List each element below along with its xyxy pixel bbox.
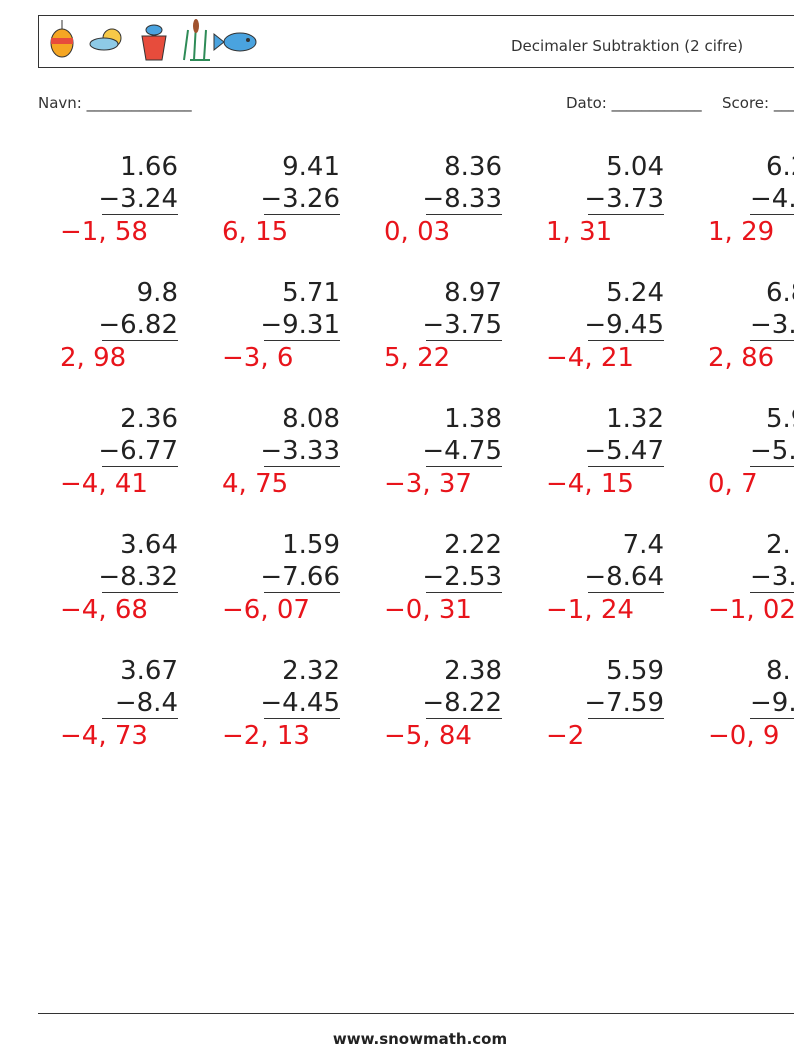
minuend: 8.97 — [444, 278, 502, 308]
subtrahend: −7.66 — [260, 562, 340, 592]
subtrahend: −8.64 — [584, 562, 664, 592]
minuend: 1.32 — [606, 404, 664, 434]
subtrahend: −8.22 — [422, 688, 502, 718]
answer: −5, 84 — [384, 721, 472, 751]
answer: 2, 98 — [60, 343, 126, 373]
minuend: 9.41 — [282, 152, 340, 182]
subtrahend: −5.47 — [584, 436, 664, 466]
minuend: 3.64 — [120, 530, 178, 560]
minuend: 1.38 — [444, 404, 502, 434]
score-field: Score: ___ — [722, 94, 794, 113]
minuend: 8.36 — [444, 152, 502, 182]
answer: −0, 9 — [708, 721, 779, 751]
answer: −2 — [546, 721, 584, 751]
answer: 4, 75 — [222, 469, 288, 499]
subtrahend: −5.2 — [750, 436, 794, 466]
answer: −4, 41 — [60, 469, 148, 499]
subtrahend: −8.4 — [115, 688, 178, 718]
subtrahend: −7.59 — [584, 688, 664, 718]
subtrahend: −3.75 — [422, 310, 502, 340]
answer: −6, 07 — [222, 595, 310, 625]
subtrahend: −3.24 — [98, 184, 178, 214]
minuend: 6.8 — [766, 278, 794, 308]
subtrahend: −3. — [750, 562, 794, 592]
minuend: 3.67 — [120, 656, 178, 686]
date-field: Dato: ____________ — [566, 94, 702, 113]
footer-url: www.snowmath.com — [333, 1030, 507, 1048]
answer: −4, 15 — [546, 469, 634, 499]
minuend: 5.71 — [282, 278, 340, 308]
answer: −1, 24 — [546, 595, 634, 625]
subtrahend: −2.53 — [422, 562, 502, 592]
answer: −4, 21 — [546, 343, 634, 373]
answer: 5, 22 — [384, 343, 450, 373]
minuend: 1.59 — [282, 530, 340, 560]
minuend: 7.4 — [623, 530, 664, 560]
minuend: 8. — [766, 656, 791, 686]
minuend: 2.38 — [444, 656, 502, 686]
minuend: 5.04 — [606, 152, 664, 182]
minuend: 9.8 — [137, 278, 178, 308]
header-box — [38, 15, 794, 68]
subtrahend: −6.82 — [98, 310, 178, 340]
answer: 6, 15 — [222, 217, 288, 247]
answer: −3, 37 — [384, 469, 472, 499]
answer: −4, 68 — [60, 595, 148, 625]
answer: 1, 31 — [546, 217, 612, 247]
answer: −1, 58 — [60, 217, 148, 247]
minuend: 5.24 — [606, 278, 664, 308]
answer: −1, 02 — [708, 595, 794, 625]
subtrahend: −3.73 — [584, 184, 664, 214]
subtrahend: −9. — [750, 688, 794, 718]
subtrahend: −4.45 — [260, 688, 340, 718]
minuend: 5.9 — [766, 404, 794, 434]
minuend: 8.08 — [282, 404, 340, 434]
minuend: 1.66 — [120, 152, 178, 182]
header-icons — [50, 19, 257, 61]
answer: −4, 73 — [60, 721, 148, 751]
subtrahend: −8.32 — [98, 562, 178, 592]
subtrahend: −9.31 — [260, 310, 340, 340]
minuend: 2.22 — [444, 530, 502, 560]
subtrahend: −6.77 — [98, 436, 178, 466]
minuend: 6.2 — [766, 152, 794, 182]
answer: −0, 31 — [384, 595, 472, 625]
subtrahend: −4.9 — [750, 184, 794, 214]
minuend: 5.59 — [606, 656, 664, 686]
subtrahend: −3.26 — [260, 184, 340, 214]
answer: −2, 13 — [222, 721, 310, 751]
answer: 2, 86 — [708, 343, 774, 373]
title: Decimaler Subtraktion (2 cifre) — [511, 37, 743, 55]
subtrahend: −4.75 — [422, 436, 502, 466]
answer: 0, 03 — [384, 217, 450, 247]
minuend: 2. — [766, 530, 791, 560]
minuend: 2.32 — [282, 656, 340, 686]
subtrahend: −8.33 — [422, 184, 502, 214]
name-field: Navn: ______________ — [38, 94, 192, 113]
answer: 1, 29 — [708, 217, 774, 247]
subtrahend: −3.9 — [750, 310, 794, 340]
answer: −3, 6 — [222, 343, 293, 373]
minuend: 2.36 — [120, 404, 178, 434]
subtrahend: −3.33 — [260, 436, 340, 466]
subtrahend: −9.45 — [584, 310, 664, 340]
answer: 0, 7 — [708, 469, 758, 499]
